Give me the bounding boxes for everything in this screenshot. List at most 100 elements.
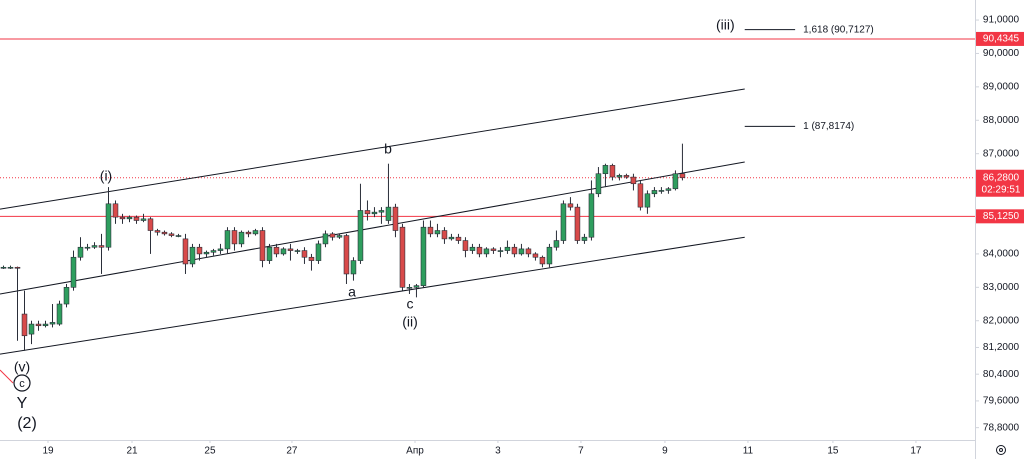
x-tick-label: 9 bbox=[662, 446, 668, 457]
candle-body bbox=[210, 250, 217, 253]
candle-body bbox=[637, 183, 644, 208]
y-tick-label: 81,2000 bbox=[983, 342, 1020, 353]
candle-body bbox=[511, 246, 518, 255]
plot: 1,618 (90,7127) 1 (87,8174) bbox=[0, 24, 874, 355]
settings-icon[interactable] bbox=[996, 445, 1006, 455]
price-label: 90,4345 bbox=[983, 34, 1020, 45]
price-label: 85,1250 bbox=[983, 211, 1020, 222]
candle-body bbox=[595, 173, 602, 195]
y-tick-label: 82,0000 bbox=[983, 315, 1020, 326]
price-label-box bbox=[976, 209, 1024, 224]
candle-body bbox=[497, 250, 504, 252]
candle-body bbox=[679, 173, 686, 179]
x-tick-label: 21 bbox=[126, 446, 138, 457]
candle-body bbox=[266, 246, 273, 261]
candle-body bbox=[357, 210, 364, 261]
candle-body bbox=[70, 256, 77, 288]
price-axis bbox=[975, 0, 1024, 459]
candle-body bbox=[35, 323, 42, 327]
fib-label: 1,618 (90,7127) bbox=[803, 24, 874, 35]
candle-body bbox=[315, 243, 322, 261]
candle-body bbox=[469, 246, 476, 251]
candle-body bbox=[161, 231, 168, 235]
candle-body bbox=[28, 323, 35, 335]
candle-body bbox=[560, 203, 567, 241]
price-levels bbox=[0, 38, 975, 217]
candle-body bbox=[273, 246, 280, 255]
candle-body bbox=[112, 203, 119, 218]
y-tick-label: 87,0000 bbox=[983, 148, 1020, 159]
candle-body bbox=[301, 250, 308, 258]
candle-body bbox=[49, 322, 56, 325]
x-tick-label: 11 bbox=[743, 446, 754, 457]
candle-body bbox=[245, 231, 252, 235]
channel-line bbox=[0, 236, 745, 355]
candle-body bbox=[462, 240, 469, 251]
y-tick-label: 89,0000 bbox=[983, 82, 1020, 93]
candle-body bbox=[448, 236, 455, 240]
x-tick-label: 3 bbox=[495, 446, 501, 457]
candle-body bbox=[623, 175, 630, 178]
candle-body bbox=[56, 303, 63, 325]
candle-body bbox=[21, 313, 28, 337]
candle-body bbox=[91, 245, 98, 248]
y-tick-label: 84,0000 bbox=[983, 249, 1020, 260]
candle-body bbox=[322, 233, 329, 245]
x-tick-label: 19 bbox=[42, 446, 54, 457]
wave-label: c bbox=[407, 296, 414, 312]
candle-body bbox=[378, 210, 385, 213]
candle-body bbox=[525, 248, 532, 255]
channel-line bbox=[0, 88, 745, 210]
wave-label: a bbox=[348, 284, 356, 300]
candle-body bbox=[42, 323, 49, 327]
wave-label: b bbox=[384, 141, 392, 157]
y-tick-label: 78,8000 bbox=[983, 422, 1020, 433]
candle-body bbox=[504, 246, 511, 251]
candle-body bbox=[231, 230, 238, 245]
y-tick-label: 79,6000 bbox=[983, 396, 1020, 407]
channel-line bbox=[0, 161, 745, 295]
candle-body bbox=[455, 236, 462, 241]
candle-body bbox=[630, 176, 637, 185]
candle-body bbox=[616, 175, 623, 178]
candle-body bbox=[420, 226, 427, 286]
candle-body bbox=[413, 285, 420, 288]
candle-body bbox=[63, 287, 70, 305]
candle-body bbox=[140, 218, 147, 221]
wave-label: (v) bbox=[14, 359, 30, 375]
candle-body bbox=[14, 266, 21, 269]
candle-body bbox=[385, 206, 392, 221]
wave-label: (i) bbox=[100, 168, 112, 184]
candle-body bbox=[0, 266, 7, 269]
candle-body bbox=[77, 246, 84, 258]
candle-body bbox=[119, 216, 126, 220]
candle-body bbox=[343, 235, 350, 275]
candle-body bbox=[609, 165, 616, 178]
candle-body bbox=[259, 230, 266, 261]
candle-body bbox=[280, 248, 287, 255]
candle-body bbox=[84, 246, 91, 249]
candle-body bbox=[147, 218, 154, 231]
candle-body bbox=[546, 246, 553, 265]
trend-line bbox=[0, 369, 14, 384]
candle-body bbox=[434, 230, 441, 235]
candle-body bbox=[364, 210, 371, 215]
candle-body bbox=[406, 287, 413, 289]
x-tick-label: 17 bbox=[910, 446, 922, 457]
fib-label: 1 (87,8174) bbox=[803, 121, 854, 132]
current-price-label: 86,2800 bbox=[983, 172, 1020, 183]
wave-label: (2) bbox=[17, 415, 37, 432]
candle-body bbox=[581, 236, 588, 241]
y-tick-label: 90,0000 bbox=[983, 48, 1020, 59]
candle-body bbox=[476, 246, 483, 255]
candle-body bbox=[329, 233, 336, 238]
current-price-box bbox=[976, 169, 1024, 197]
candle-body bbox=[133, 216, 140, 221]
candle-body bbox=[308, 256, 315, 261]
wave-labels: (iii) (i) b a c (ii) (v) c Y (2) bbox=[0, 17, 735, 432]
candle-body bbox=[518, 248, 525, 255]
candle-body bbox=[490, 248, 497, 251]
candle-body bbox=[336, 235, 343, 238]
candle-body bbox=[175, 235, 182, 237]
